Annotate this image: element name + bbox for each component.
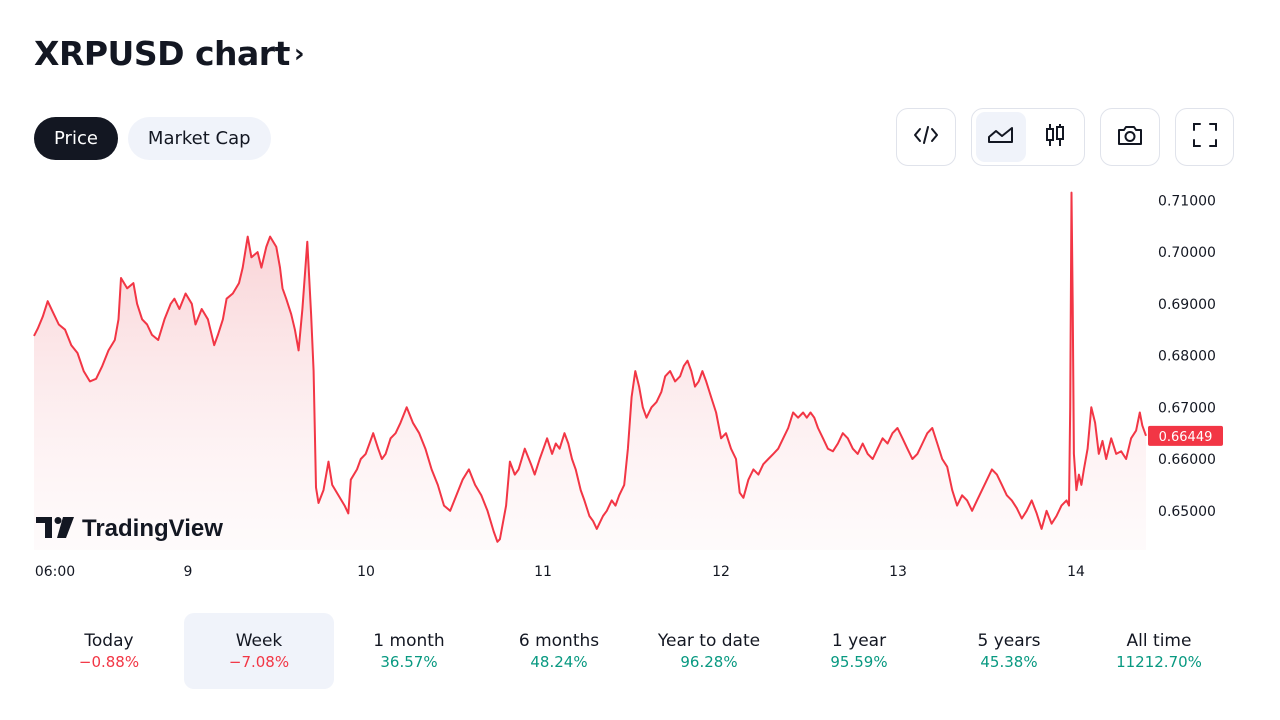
camera-icon — [1116, 123, 1144, 151]
embed-button[interactable] — [896, 108, 956, 166]
fullscreen-button[interactable] — [1175, 108, 1234, 166]
period-value: 96.28% — [680, 653, 738, 671]
last-price-badge-bg — [1148, 425, 1223, 446]
period-6-months[interactable]: 6 months 48.24% — [484, 613, 634, 689]
candlestick-button[interactable] — [1030, 112, 1080, 162]
period-year-to-date[interactable]: Year to date 96.28% — [634, 613, 784, 689]
page-title[interactable]: XRPUSD chart › — [34, 34, 305, 73]
x-tick-label: 13 — [889, 564, 907, 580]
period-label: Today — [84, 631, 134, 651]
tradingview-watermark: TradingView — [36, 515, 223, 542]
period-value: −0.88% — [78, 653, 140, 671]
embed-code-icon — [913, 124, 939, 150]
fullscreen-icon — [1192, 122, 1218, 152]
price-area-fill — [34, 192, 1146, 550]
y-axis: 0.71000 0.70000 0.69000 0.68000 0.67000 0.660… — [1158, 193, 1216, 519]
price-chart[interactable]: 0.71000 0.70000 0.69000 0.68000 0.67000 0.660… — [0, 180, 1280, 585]
watermark-text: TradingView — [82, 515, 223, 542]
period-label: 6 months — [518, 631, 600, 651]
period-value: 45.38% — [980, 653, 1038, 671]
price-line — [33, 191, 1147, 543]
chart-style-toggle — [971, 108, 1085, 166]
performance-periods: Today −0.88% Week −7.08% 1 month 36.57% … — [34, 613, 1234, 689]
last-price-label: 0.66449 — [1159, 430, 1213, 445]
y-tick-label: 0.67000 — [1158, 400, 1216, 416]
snapshot-button[interactable] — [1100, 108, 1160, 166]
x-tick-label: 06:00 — [35, 564, 75, 580]
x-tick-label: 12 — [712, 564, 730, 580]
x-tick-label: 11 — [534, 564, 552, 580]
period-label: Week — [235, 631, 283, 651]
period-week[interactable]: Week −7.08% — [184, 613, 334, 689]
period-label: 1 year — [831, 631, 887, 651]
y-tick-label: 0.65000 — [1158, 504, 1216, 520]
period-value: 11212.70% — [1116, 653, 1202, 671]
x-axis: 06:00 9 10 11 12 13 14 — [35, 564, 1085, 580]
period-today[interactable]: Today −0.88% — [34, 613, 184, 689]
period-value: 95.59% — [830, 653, 888, 671]
title-text: XRPUSD chart — [34, 34, 290, 73]
tab-market-cap[interactable]: Market Cap — [127, 117, 271, 160]
y-tick-label: 0.69000 — [1158, 297, 1216, 313]
period-5-years[interactable]: 5 years 45.38% — [934, 613, 1084, 689]
period-label: 5 years — [977, 631, 1041, 651]
period-1-year[interactable]: 1 year 95.59% — [784, 613, 934, 689]
y-tick-label: 0.70000 — [1158, 245, 1216, 261]
tab-price[interactable]: Price — [34, 117, 118, 160]
period-value: 36.57% — [380, 653, 438, 671]
chevron-right-icon: › — [293, 38, 305, 69]
area-chart-button[interactable] — [976, 112, 1026, 162]
y-tick-label: 0.68000 — [1158, 349, 1216, 365]
area-chart-icon — [987, 125, 1015, 149]
x-tick-label: 9 — [184, 564, 193, 580]
last-price-badge: 0.66449 — [1148, 425, 1223, 446]
period-label: All time — [1126, 631, 1192, 651]
period-value: −7.08% — [228, 653, 290, 671]
y-tick-label: 0.66000 — [1158, 452, 1216, 468]
x-tick-label: 10 — [357, 564, 375, 580]
period-1-month[interactable]: 1 month 36.57% — [334, 613, 484, 689]
tradingview-logo-icon — [36, 517, 74, 538]
period-label: Year to date — [657, 631, 761, 651]
period-value: 48.24% — [530, 653, 588, 671]
x-tick-label: 14 — [1067, 564, 1085, 580]
chart-tabs: Price Market Cap — [34, 117, 271, 160]
y-tick-label: 0.71000 — [1158, 193, 1216, 209]
period-label: 1 month — [373, 631, 445, 651]
period-all-time[interactable]: All time 11212.70% — [1084, 613, 1234, 689]
candlestick-icon — [1044, 122, 1066, 152]
